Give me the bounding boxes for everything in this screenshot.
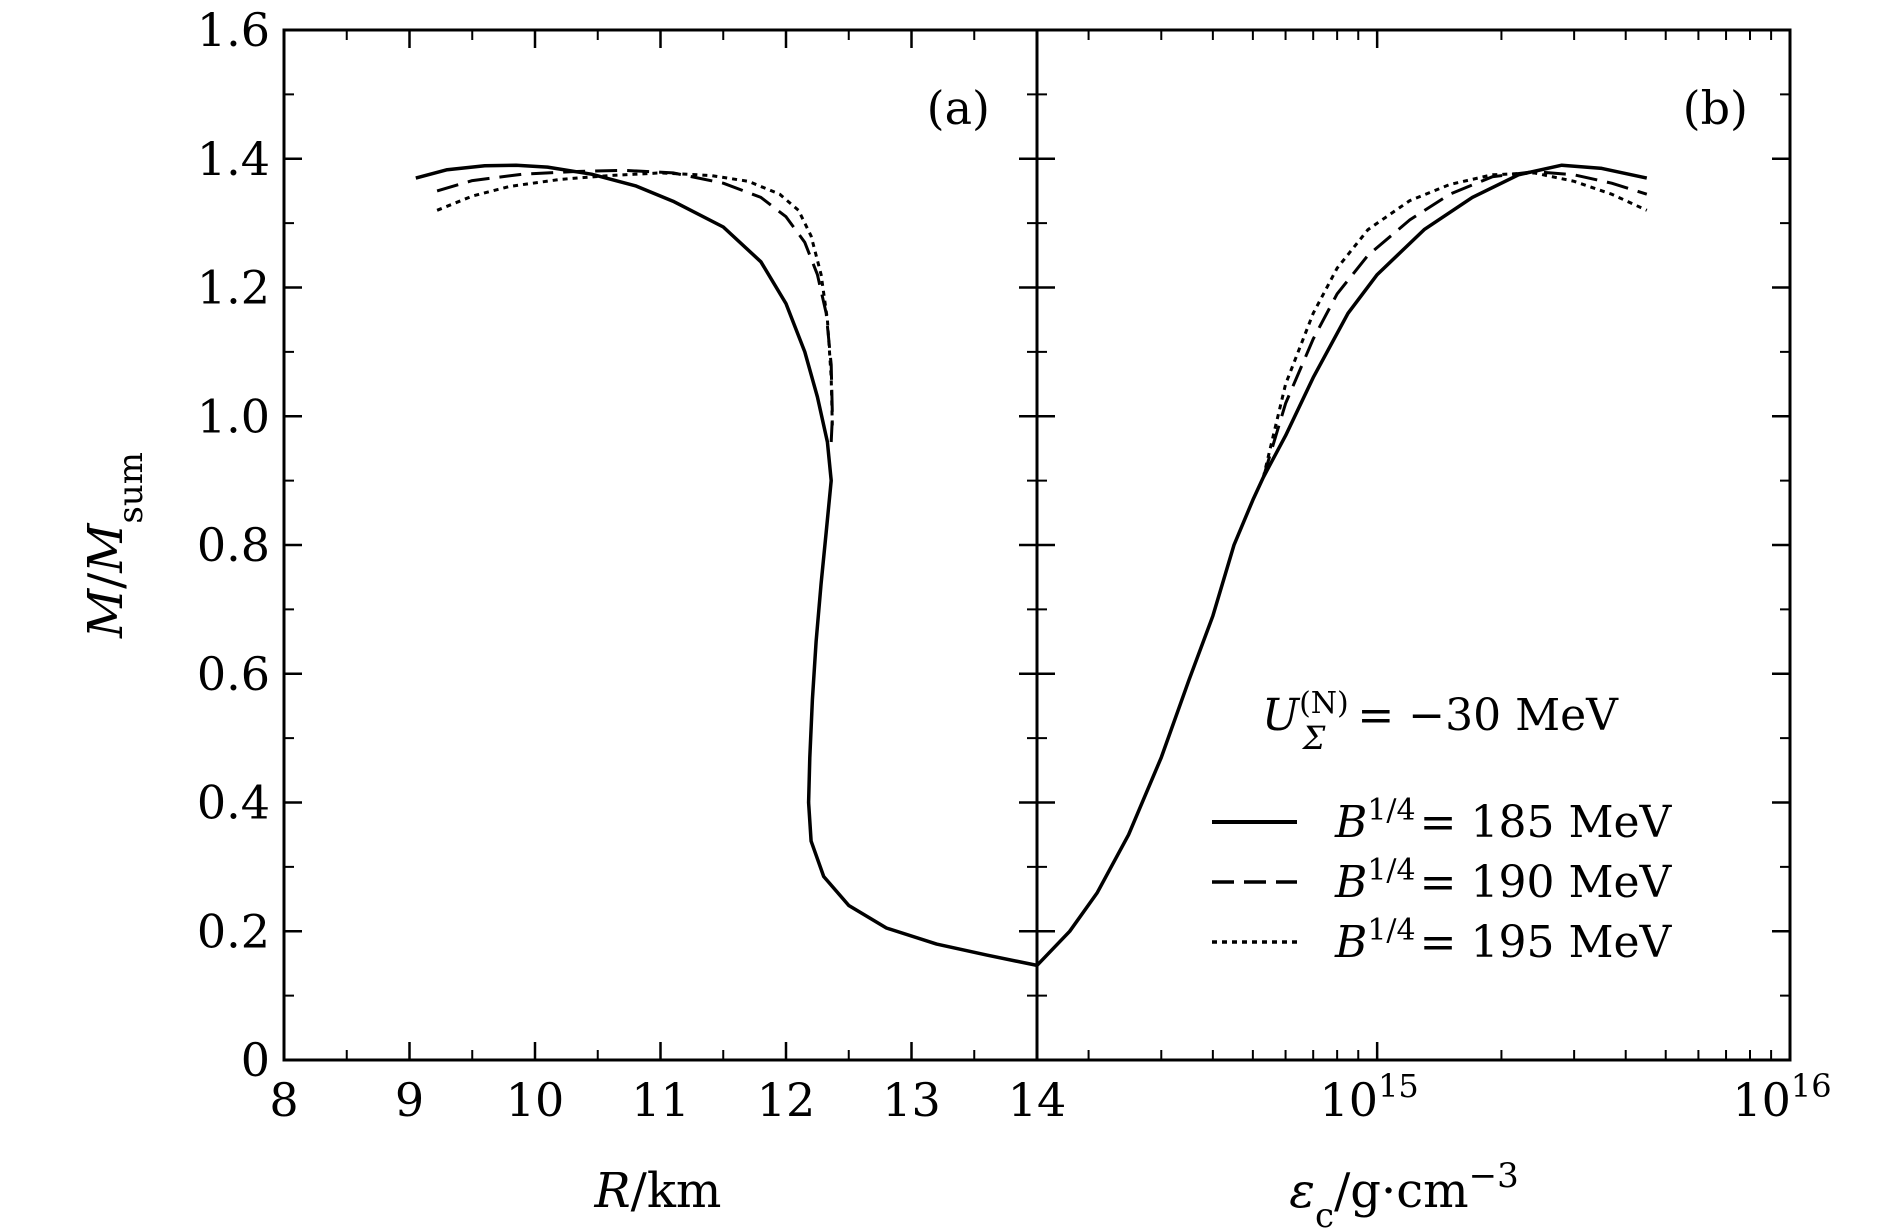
x-tick-label-b: 1016: [1732, 1067, 1831, 1127]
x-axis-title-b: εc/g·cm−3: [1289, 1156, 1519, 1229]
y-tick-label: 0.8: [197, 518, 270, 572]
x-tick-label-b-exp: 15: [1378, 1067, 1419, 1105]
legend-label-sup: 1/4: [1367, 913, 1415, 948]
y-axis-title: M/Msum: [78, 452, 151, 639]
annotation-potential: U(N) Σ = −30 MeV: [1262, 686, 1619, 758]
panel-label-b: (b): [1683, 81, 1748, 135]
legend-label-b: B: [1334, 857, 1367, 908]
legend-label-value: = 195 MeV: [1420, 917, 1673, 968]
x-tick-label-a: 13: [882, 1073, 941, 1127]
x-tick-label-b-base: 10: [1732, 1073, 1791, 1127]
x-tick-label-a: 11: [631, 1073, 690, 1127]
x-axis-title-a-unit: /km: [631, 1163, 722, 1219]
x-axis-title-b-sub: c: [1315, 1196, 1334, 1229]
legend-label-value: = 185 MeV: [1420, 797, 1673, 848]
panel-b-series-solid: [1035, 163, 1648, 967]
panel-a: 0 0.2 0.4 0.6 0.8 1.0 1.2 1.4 1.6 8 9 10 11 12 13 14: [197, 3, 1066, 1127]
y-tick-label: 0.6: [197, 647, 270, 701]
legend-label: B1/4= 195 MeV: [1334, 913, 1673, 969]
y-axis-title-m: M: [78, 587, 134, 639]
panel-b-frame: [1035, 28, 1792, 1062]
panel-a-series-dotted: [436, 171, 834, 430]
legend-label-sup: 1/4: [1367, 793, 1415, 828]
y-tick-label: 1.4: [197, 132, 270, 186]
x-tick-label-a: 8: [269, 1073, 298, 1127]
panel-label-a: (a): [927, 81, 990, 135]
legend-label-b: B: [1334, 917, 1367, 968]
legend-label: B1/4= 185 MeV: [1334, 793, 1673, 849]
x-tick-label-a: 12: [757, 1073, 816, 1127]
legend-label-b: B: [1334, 797, 1367, 848]
legend-label-sup: 1/4: [1367, 853, 1415, 888]
legend-label-value: = 190 MeV: [1420, 857, 1673, 908]
y-axis-title-m2: M: [78, 522, 134, 574]
y-tick-label: 1.0: [197, 389, 270, 443]
x-axis-title-a-r: R: [594, 1163, 631, 1219]
y-tick-label: 1.6: [197, 3, 270, 57]
annotation-eq: = −30 MeV: [1343, 690, 1619, 741]
legend-label: B1/4= 190 MeV: [1334, 853, 1673, 909]
x-tick-label-a: 9: [395, 1073, 424, 1127]
x-tick-label-b-exp: 16: [1791, 1067, 1832, 1105]
panel-a-frame: [282, 28, 1039, 1062]
panel-b-series-dashed: [1261, 170, 1648, 478]
x-tick-label-a: 10: [506, 1073, 565, 1127]
panel-b: 1015 1016: [1035, 28, 1832, 1127]
y-axis-title-slash: /: [78, 572, 134, 589]
panel-b-series-dotted: [1261, 171, 1648, 478]
x-axis-title-b-eps: ε: [1289, 1163, 1315, 1219]
x-axis-title-b-exp: −3: [1469, 1156, 1519, 1196]
y-tick-label: 0: [241, 1033, 270, 1087]
x-axis-title-b-unit: /g·cm: [1334, 1163, 1469, 1219]
annotation-sup: (N): [1299, 686, 1349, 721]
panel-a-series-dashed: [436, 168, 834, 443]
x-tick-label-b-base: 10: [1320, 1073, 1379, 1127]
y-tick-label: 0.4: [197, 776, 270, 830]
annotation-u: U: [1262, 690, 1301, 741]
panel-a-series-solid: [415, 163, 1038, 968]
y-tick-label: 1.2: [197, 261, 270, 315]
annotation-sigma: Σ: [1302, 719, 1326, 757]
x-tick-label-b: 1015: [1320, 1067, 1419, 1127]
x-axis-title-a: R/km: [594, 1163, 722, 1219]
y-tick-label: 0.2: [197, 904, 270, 958]
y-axis-title-sub: sum: [111, 452, 151, 524]
x-tick-label-a: 14: [1008, 1073, 1067, 1127]
